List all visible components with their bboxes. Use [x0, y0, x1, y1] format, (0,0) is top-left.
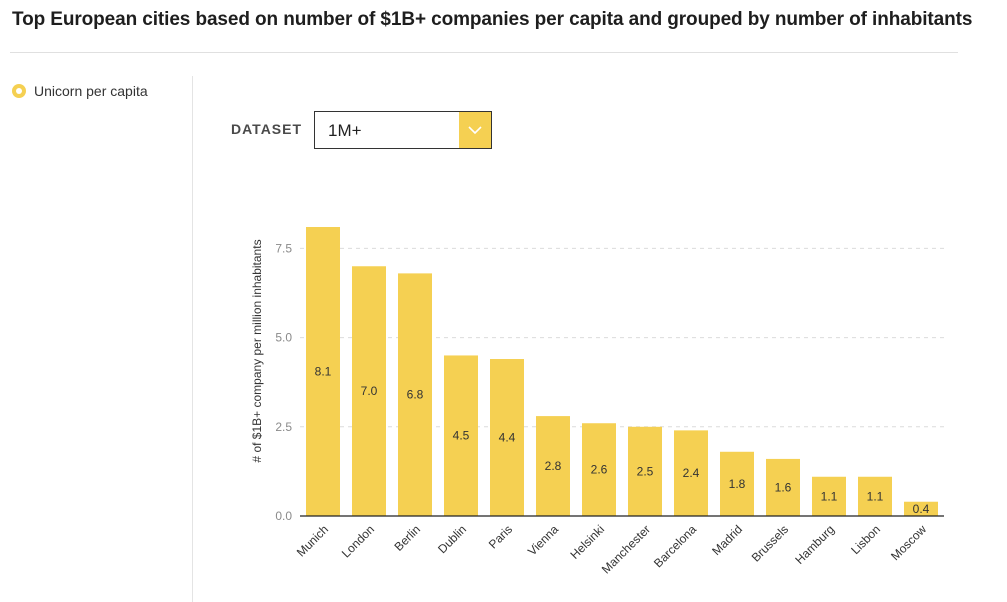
title-divider [10, 52, 958, 53]
bar-london [352, 266, 386, 516]
bar-value-label: 4.5 [453, 429, 470, 443]
bar-lisbon [858, 476, 892, 516]
dataset-selected-value: 1M+ [328, 121, 362, 140]
bar-value-label: 2.5 [637, 464, 654, 478]
dataset-label: DATASET [231, 121, 303, 137]
y-tick-label: 2.5 [275, 420, 292, 434]
y-axis-title: # of $1B+ company per million inhabitant… [250, 239, 264, 462]
bar-brussels [766, 458, 800, 516]
legend-label: Unicorn per capita [34, 83, 148, 99]
bar-value-label: 2.4 [683, 466, 700, 480]
bar-vienna [536, 416, 570, 516]
bar-value-label: 1.8 [729, 477, 746, 491]
panel-divider [192, 76, 193, 602]
bar-value-label: 2.6 [591, 463, 608, 477]
bar-madrid [720, 451, 754, 516]
x-tick-label: Hamburg [792, 522, 837, 567]
dataset-select[interactable]: 1M+ [314, 111, 492, 149]
x-tick-label: Helsinki [568, 522, 608, 562]
x-tick-label: Manchester [599, 522, 653, 576]
bar-hamburg [812, 476, 846, 516]
y-tick-label: 0.0 [275, 509, 292, 523]
bar-value-label: 1.1 [867, 489, 884, 503]
x-tick-label: Vienna [525, 522, 561, 558]
bar-value-label: 4.4 [499, 431, 516, 445]
bar-moscow [904, 501, 938, 516]
bar-value-label: 2.8 [545, 459, 562, 473]
bar-value-label: 6.8 [407, 388, 424, 402]
bar-berlin [398, 273, 432, 516]
chart-title: Top European cities based on number of $… [12, 9, 973, 30]
x-tick-label: Lisbon [848, 522, 883, 557]
x-tick-label: Berlin [392, 522, 424, 554]
y-tick-label: 7.5 [275, 241, 292, 255]
chevron-down-icon [468, 126, 482, 135]
bar-munich [306, 227, 340, 516]
x-tick-label: Brussels [749, 522, 791, 564]
bar-dublin [444, 355, 478, 516]
bar-helsinki [582, 423, 616, 516]
x-tick-label: Moscow [888, 522, 929, 563]
bar-paris [490, 359, 524, 516]
bar-value-label: 1.6 [775, 480, 792, 494]
x-tick-label: Paris [486, 522, 515, 551]
bar-value-label: 0.4 [913, 502, 930, 516]
bar-value-label: 7.0 [361, 384, 378, 398]
dropdown-button[interactable] [459, 112, 491, 148]
y-tick-label: 5.0 [275, 331, 292, 345]
legend-dot-icon [12, 84, 26, 98]
bar-value-label: 1.1 [821, 489, 838, 503]
x-tick-label: Barcelona [651, 522, 699, 570]
x-tick-label: Dublin [435, 522, 469, 556]
bar-value-label: 8.1 [315, 365, 332, 379]
bar-manchester [628, 426, 662, 516]
x-tick-label: Madrid [709, 522, 745, 558]
x-tick-label: Munich [294, 522, 331, 559]
x-tick-label: London [339, 522, 377, 560]
bar-barcelona [674, 430, 708, 516]
legend[interactable]: Unicorn per capita [12, 83, 148, 99]
